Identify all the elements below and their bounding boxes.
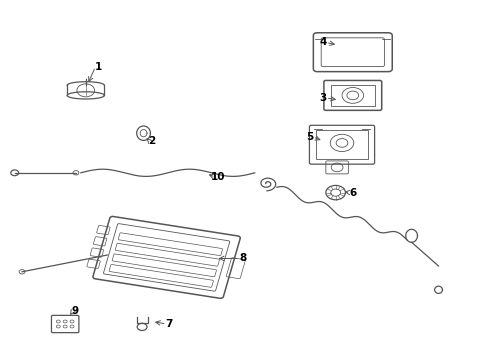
Text: 9: 9 <box>72 306 78 316</box>
Text: 2: 2 <box>148 136 155 146</box>
Text: 6: 6 <box>349 188 356 198</box>
Text: 1: 1 <box>95 62 101 72</box>
Text: 5: 5 <box>307 132 314 142</box>
Text: 8: 8 <box>239 253 246 264</box>
Text: 10: 10 <box>211 172 225 182</box>
Text: 3: 3 <box>320 93 327 103</box>
Text: 4: 4 <box>319 37 327 48</box>
Text: 7: 7 <box>165 319 173 329</box>
